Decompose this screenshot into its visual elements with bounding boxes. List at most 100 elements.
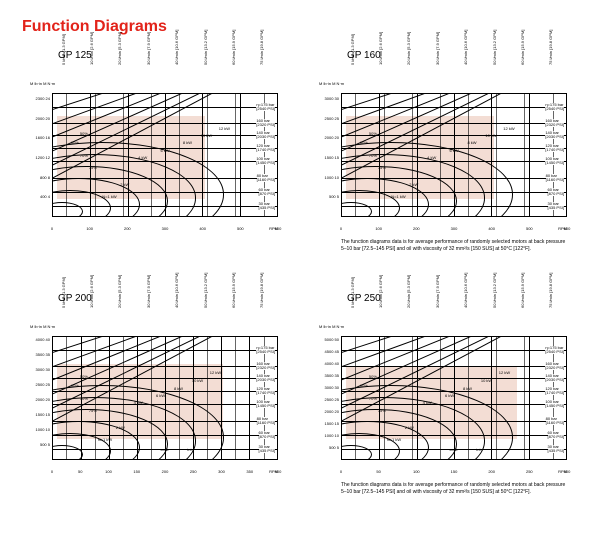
page-title: Function Diagrams: [22, 18, 572, 36]
flow-label: 40 l/min [10.6 GPM]: [464, 39, 468, 65]
pressure-label: 80 bar[1160 PSI]: [546, 417, 564, 425]
curve-label: 2 kW: [116, 425, 125, 430]
chart: M lb·in M N·mη=175 bar[2540 PSI]160 bar[…: [311, 65, 569, 235]
flow-line: [235, 337, 236, 459]
y-tick: 1500 15: [311, 422, 339, 426]
x-tick: 0: [340, 226, 342, 231]
x-tick: 200: [162, 469, 169, 474]
x-tick: 350: [246, 469, 253, 474]
y-tick: 4000 40: [311, 362, 339, 366]
x-tick: 150: [133, 469, 140, 474]
plot-area: η=175 bar[2540 PSI]160 bar[2320 PSI]140 …: [52, 336, 278, 460]
pressure-label: 160 bar[2320 PSI]: [256, 362, 275, 370]
flow-label: 50 l/min [13.2 GPM]: [204, 282, 208, 308]
curve-label: cont.: [161, 447, 170, 452]
pressure-label: 120 bar[1740 PSI]: [545, 387, 564, 395]
curve-label: 75%: [89, 165, 97, 170]
pressure-label: 80 bar[1160 PSI]: [257, 174, 275, 182]
y-tick: 2500 25: [311, 398, 339, 402]
flow-label: 30 l/min [7.9 GPM]: [147, 282, 151, 308]
curve-label: 8 kW: [183, 140, 192, 145]
pressure-label: 80 bar[1160 PSI]: [546, 174, 564, 182]
rpm-line: [529, 94, 530, 216]
curve-label: 75%: [378, 165, 386, 170]
chart: M lb·in M N·mη=175 bar[2540 PSI]160 bar[…: [22, 65, 280, 235]
y-tick: 2000 20: [22, 398, 50, 402]
x-tick: 50: [78, 469, 82, 474]
x-tick: 200: [488, 469, 495, 474]
curve-label: 2 kW: [120, 182, 129, 187]
flow-line: [264, 337, 265, 459]
flow-label: 50 l/min [13.2 GPM]: [493, 282, 497, 308]
flow-label: 20 l/min [5.3 GPM]: [407, 39, 411, 65]
flow-line: [264, 94, 265, 216]
curve-label: 12 kW: [219, 126, 230, 131]
panel-note: The function diagrams data is for averag…: [341, 482, 569, 496]
y-axis-unit: M lb·in M N·m: [319, 324, 344, 329]
curve-label: 6 kW: [156, 393, 165, 398]
x-axis-unit: RPM: [558, 226, 567, 231]
flow-label: 75 l/min [19.8 GPM]: [549, 39, 553, 65]
pressure-label: 100 bar[1450 PSI]: [545, 400, 564, 408]
y-tick: 3000 30: [22, 368, 50, 372]
y-tick: 800 8: [22, 176, 50, 180]
curve-label: 10 kW: [481, 378, 492, 383]
panel-gp250: GP 250M lb·in M N·mη=175 bar[2540 PSI]16…: [311, 293, 569, 496]
curve-label: 60%: [360, 383, 368, 388]
y-tick: 3000 30: [311, 97, 339, 101]
x-tick: 50: [376, 469, 380, 474]
pressure-label: 140 bar[2030 PSI]: [256, 374, 275, 382]
panel-gp125: GP 125M lb·in M N·mη=175 bar[2540 PSI]16…: [22, 50, 280, 253]
flow-label: 30 l/min [7.9 GPM]: [147, 39, 151, 65]
flow-line: [524, 337, 525, 459]
flow-label: 40 l/min [10.6 GPM]: [175, 39, 179, 65]
rpm-line: [249, 337, 250, 459]
flow-label: 20 l/min [5.3 GPM]: [407, 282, 411, 308]
y-tick: 3500 35: [311, 374, 339, 378]
pressure-label: 140 bar[2030 PSI]: [545, 131, 564, 139]
y-tick: 1200 12: [22, 156, 50, 160]
curve-label: N=1 kW: [391, 194, 405, 199]
flow-label: 20 l/min [5.3 GPM]: [118, 282, 122, 308]
y-tick: 2000 20: [311, 410, 339, 414]
pressure-label: 60 bar[870 PSI]: [548, 431, 564, 439]
curve-label: 4 kW: [423, 400, 432, 405]
y-tick: 1600 16: [22, 136, 50, 140]
pressure-label: 80 bar[1160 PSI]: [257, 417, 275, 425]
y-tick: 5000 50: [311, 338, 339, 342]
curve-label: 70%: [369, 396, 377, 401]
flow-label: 10 l/min [2.6 GPM]: [90, 282, 94, 308]
panel-note: The function diagrams data is for averag…: [341, 239, 569, 253]
curve-label: 12 kW: [499, 370, 510, 375]
flow-label: 60 l/min [15.9 GPM]: [232, 39, 236, 65]
pressure-label: 30 bar[435 PSI]: [548, 202, 564, 210]
curve-label: 10 kW: [201, 133, 212, 138]
pressure-label: 160 bar[2320 PSI]: [545, 119, 564, 127]
pressure-label: 60 bar[870 PSI]: [259, 431, 275, 439]
y-tick: 1000 10: [311, 434, 339, 438]
pressure-label: 100 bar[1450 PSI]: [256, 157, 275, 165]
x-tick: 250: [526, 469, 533, 474]
pressure-label: 30 bar[435 PSI]: [259, 202, 275, 210]
x-tick: 100: [86, 226, 93, 231]
x-tick: 400: [488, 226, 495, 231]
curve-label: 8 kW: [463, 386, 472, 391]
y-tick: 500 5: [311, 446, 339, 450]
curve-label: 10 kW: [485, 133, 496, 138]
pressure-label: 60 bar[870 PSI]: [259, 188, 275, 196]
flow-label: 75 l/min [19.8 GPM]: [260, 39, 264, 65]
curve-label: 70%: [369, 153, 377, 158]
flow-label: 40 l/min [10.6 GPM]: [464, 282, 468, 308]
y-axis-unit: M lb·in M N·m: [30, 81, 55, 86]
flow-label: 60 l/min [15.9 GPM]: [521, 39, 525, 65]
chart: M lb·in M N·m η=175 bar[2540 PSI]160 bar[…: [22, 308, 280, 478]
flow-label: 50 l/min [13.2 GPM]: [493, 39, 497, 65]
flow-label: 10 l/min [2.6 GPM]: [379, 282, 383, 308]
y-tick: 400 4: [22, 195, 50, 199]
pressure-label: 30 bar[435 PSI]: [548, 445, 564, 453]
curve-label: 70%: [80, 153, 88, 158]
y-axis-unit: M lb·in M N·m: [30, 324, 55, 329]
x-tick: 0: [51, 226, 53, 231]
flow-label: 75 l/min [19.8 GPM]: [260, 282, 264, 308]
plot-area: η=175 bar[2540 PSI]160 bar[2320 PSI]140 …: [341, 93, 567, 217]
